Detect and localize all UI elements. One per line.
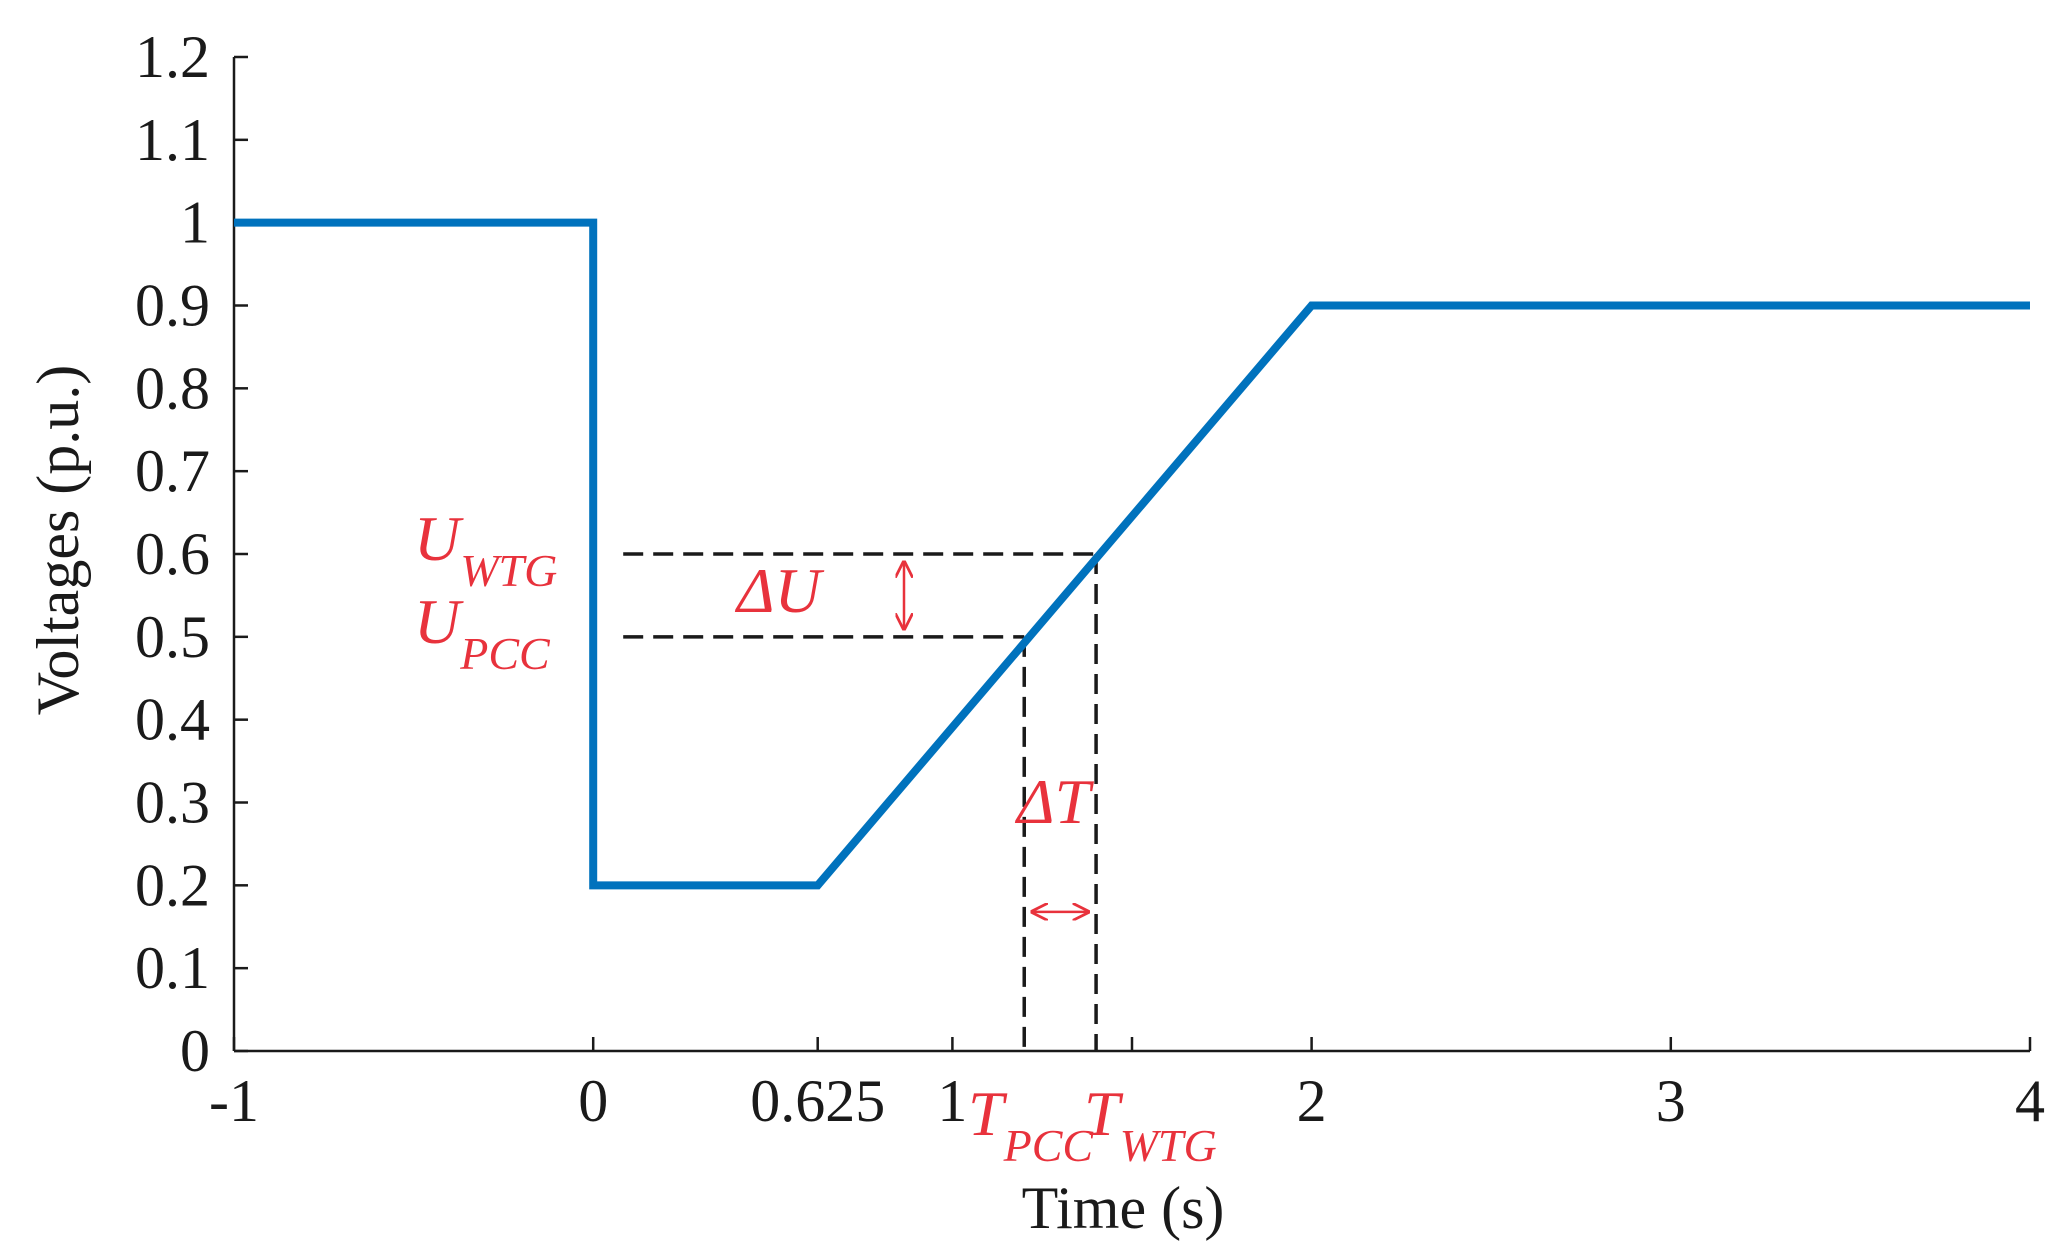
x-ticks: -1 0 0.625 1 2 3 4: [209, 1037, 2045, 1134]
t-pcc-label: TPCC: [968, 1078, 1094, 1171]
y-tick-label: 1.1: [135, 107, 210, 173]
y-tick-label: 0.1: [135, 935, 210, 1001]
x-tick-label: 1: [937, 1068, 967, 1134]
u-wtg-label: UWTG: [414, 503, 557, 596]
y-tick-label: 0.6: [135, 521, 210, 587]
y-tick-label: 0.8: [135, 355, 210, 421]
y-ticks: 0 0.1 0.2 0.3 0.4 0.5 0.6 0.7 0.8 0.9 1 1.1 1.2: [135, 24, 248, 1084]
x-axis-label: Time (s): [1022, 1175, 1225, 1241]
delta-t-label: ΔT: [1014, 766, 1095, 837]
y-tick-label: 0.4: [135, 687, 210, 753]
y-tick-label: 0.9: [135, 273, 210, 339]
y-tick-label: 0.5: [135, 604, 210, 670]
y-axis-label: Voltages (p.u.): [25, 365, 91, 716]
t-wtg-label: TWTG: [1084, 1078, 1217, 1171]
reference-lines: [623, 552, 1098, 1051]
y-tick-label: 1: [180, 190, 210, 256]
y-tick-label: 1.2: [135, 24, 210, 90]
x-tick-label: 0.625: [750, 1068, 885, 1134]
x-tick-label: 0: [578, 1068, 608, 1134]
x-tick-label: 4: [2015, 1068, 2045, 1134]
y-tick-label: 0.2: [135, 852, 210, 918]
voltage-line: [234, 218, 2030, 890]
y-tick-label: 0.3: [135, 770, 210, 836]
delta-u-label: ΔU: [734, 555, 825, 626]
x-tick-label: -1: [209, 1068, 259, 1134]
y-tick-label: 0.7: [135, 438, 210, 504]
series-group: [234, 218, 2030, 890]
u-pcc-label: UPCC: [414, 586, 551, 679]
x-tick-label: 2: [1297, 1068, 1327, 1134]
x-tick-label: 3: [1656, 1068, 1686, 1134]
y-tick-label: 0: [180, 1018, 210, 1084]
